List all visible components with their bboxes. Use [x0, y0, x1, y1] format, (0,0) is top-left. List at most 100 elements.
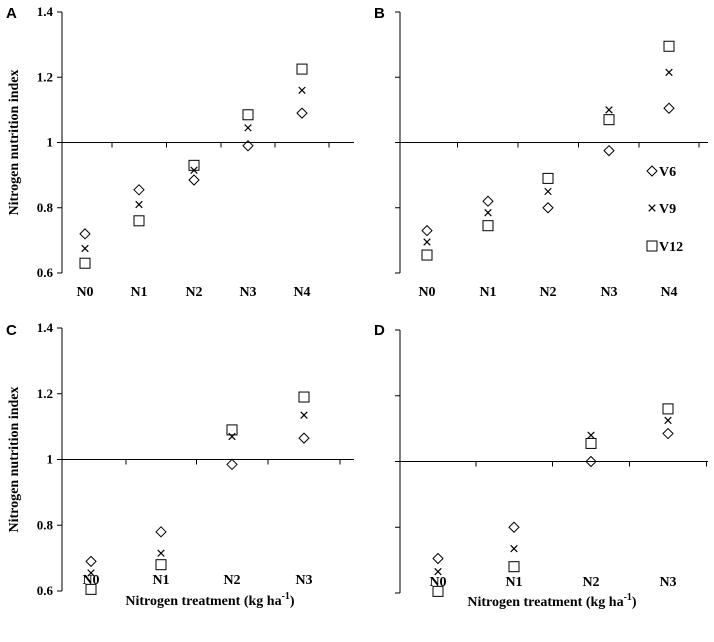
data-point-cross [157, 549, 165, 557]
x-axis-title-main: Nitrogen treatment (kg ha [125, 594, 281, 609]
legend-marker-diamond [646, 165, 658, 177]
y-tick-label: 0.6 [37, 265, 54, 280]
data-point-cross [87, 569, 95, 577]
data-point-diamond [188, 174, 200, 186]
data-point-cross [665, 68, 673, 77]
y-tick-label: 1.4 [37, 4, 54, 19]
data-point-square [85, 583, 97, 595]
data-point-cross [434, 567, 442, 576]
data-point-cross [300, 411, 308, 419]
cross-marker-stroke [157, 549, 165, 557]
data-point-square [296, 63, 308, 75]
panel-letter: C [6, 322, 17, 339]
y-tick-label: 1.2 [37, 69, 53, 84]
data-point-diamond [603, 144, 615, 157]
data-point-square [585, 437, 597, 449]
cross-marker-stroke [87, 569, 95, 577]
x-category-label: N3 [295, 573, 312, 588]
x-category-label: N2 [223, 573, 240, 588]
cross-marker-stroke [664, 416, 672, 425]
data-point-square [155, 559, 167, 571]
legend-marker-square [646, 240, 658, 252]
cross-marker-stroke [605, 106, 613, 114]
chart-panel-d: D N0 N1 N2 N3 Nitrogen treatment (kg ha-1) [374, 322, 708, 610]
data-point-cross [484, 208, 492, 217]
data-point-diamond [508, 521, 520, 533]
data-point-cross [587, 431, 595, 439]
x-category-label: N0 [418, 285, 435, 300]
x-category-label: N1 [479, 285, 496, 300]
y-tick-label: 1 [47, 452, 54, 467]
data-point-square [188, 159, 200, 171]
x-axis-title-end: ) [632, 595, 637, 610]
cross-marker-stroke [665, 68, 673, 77]
data-point-diamond [432, 552, 444, 565]
x-axis-title-superscript: -1 [282, 591, 290, 602]
legend-label: V12 [659, 240, 683, 255]
x-category-label: N4 [293, 285, 310, 300]
data-point-square [242, 109, 254, 121]
x-axis-title: Nitrogen treatment (kg ha-1) [125, 591, 295, 609]
cross-marker-stroke [587, 431, 595, 439]
data-point-square [663, 40, 675, 52]
data-point-diamond [482, 195, 494, 207]
y-axis-title: Nitrogen nutrition index [7, 387, 22, 533]
x-category-label: N2 [539, 285, 556, 300]
x-category-label: N0 [76, 285, 93, 300]
cross-marker-stroke [300, 411, 308, 419]
data-point-square [603, 114, 615, 126]
panel-letter: A [6, 5, 17, 22]
panel-letter: D [374, 322, 385, 339]
data-point-square [226, 424, 238, 436]
y-tick-label: 1.4 [37, 320, 54, 335]
data-point-square [79, 257, 91, 269]
cross-marker-stroke [648, 204, 656, 212]
data-point-cross [510, 544, 518, 553]
data-point-cross [135, 200, 143, 209]
y-tick-label: 0.6 [37, 583, 54, 598]
data-point-square [542, 172, 554, 184]
data-point-diamond [296, 107, 308, 119]
data-point-cross [81, 244, 89, 253]
x-axis-title: Nitrogen treatment (kg ha-1) [467, 592, 637, 610]
x-category-label: N4 [660, 285, 677, 300]
y-tick-label: 1.2 [37, 386, 53, 401]
legend-marker-cross [648, 204, 656, 212]
chart-panel-c: C 0.6 0.8 1 1.2 1.4 N0 N1 N2 N3 Nitrogen nutrition… [6, 320, 354, 609]
data-point-diamond [79, 228, 91, 240]
cross-marker-stroke [423, 238, 431, 246]
data-point-cross [544, 187, 552, 196]
legend-label: V9 [659, 202, 676, 217]
data-point-cross [228, 432, 236, 441]
x-category-label: N3 [659, 575, 676, 590]
data-point-diamond [542, 202, 554, 214]
y-axis-title: Nitrogen nutrition index [7, 70, 22, 216]
data-point-diamond [242, 140, 254, 152]
cross-marker-stroke [544, 187, 552, 196]
data-point-square [508, 561, 520, 573]
x-axis-title-main: Nitrogen treatment (kg ha [467, 595, 623, 610]
cross-marker-stroke [510, 544, 518, 553]
y-tick-label: 0.8 [37, 517, 54, 532]
data-point-diamond [155, 526, 167, 538]
x-category-label: N0 [429, 575, 446, 590]
y-tick-label: 0.8 [37, 200, 54, 215]
cross-marker-stroke [484, 208, 492, 217]
panel-letter: B [374, 5, 385, 22]
x-category-label: N1 [152, 573, 169, 588]
cross-marker-stroke [434, 567, 442, 576]
data-point-square [421, 249, 433, 261]
data-point-cross [605, 106, 613, 114]
x-category-label: N0 [82, 573, 99, 588]
x-axis-title-end: ) [290, 594, 295, 609]
legend-label: V6 [659, 165, 676, 180]
data-point-cross [244, 124, 252, 132]
x-category-label: N1 [130, 285, 147, 300]
data-point-square [133, 215, 145, 227]
x-category-label: N2 [185, 285, 202, 300]
cross-marker-stroke [135, 200, 143, 209]
cross-marker-stroke [244, 124, 252, 132]
x-category-label: N2 [582, 575, 599, 590]
data-point-square [662, 403, 674, 415]
data-point-square [298, 391, 310, 403]
